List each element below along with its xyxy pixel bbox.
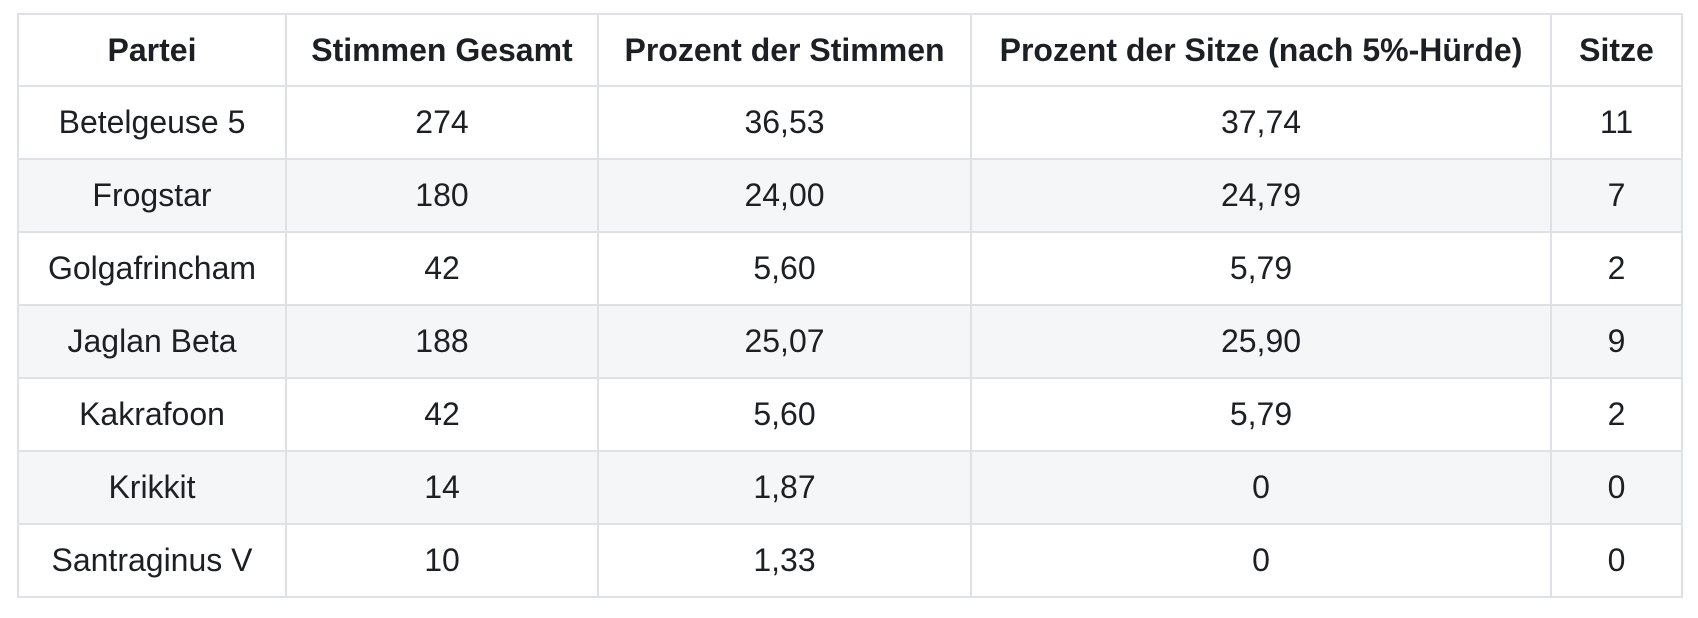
cell-seat-percent: 5,79 (970, 377, 1552, 452)
cell-seats: 0 (1550, 523, 1683, 598)
cell-votes: 42 (285, 231, 599, 306)
cell-seats: 7 (1550, 158, 1683, 233)
cell-votes: 180 (285, 158, 599, 233)
cell-vote-percent: 24,00 (597, 158, 972, 233)
cell-vote-percent: 5,60 (597, 377, 972, 452)
row-golgafrincham: Golgafrincham 42 5,60 5,79 2 (17, 231, 1683, 306)
cell-party: Jaglan Beta (17, 304, 287, 379)
row-santraginus-v: Santraginus V 10 1,33 0 0 (17, 523, 1683, 598)
column-header-prozent-der-stimmen: Prozent der Stimmen (597, 13, 972, 87)
cell-seat-percent: 25,90 (970, 304, 1552, 379)
cell-party: Kakrafoon (17, 377, 287, 452)
cell-vote-percent: 1,87 (597, 450, 972, 525)
column-header-partei: Partei (17, 13, 287, 87)
cell-party: Betelgeuse 5 (17, 85, 287, 160)
cell-votes: 42 (285, 377, 599, 452)
row-kakrafoon: Kakrafoon 42 5,60 5,79 2 (17, 377, 1683, 452)
cell-party: Golgafrincham (17, 231, 287, 306)
cell-votes: 14 (285, 450, 599, 525)
cell-seat-percent: 37,74 (970, 85, 1552, 160)
cell-vote-percent: 1,33 (597, 523, 972, 598)
cell-seats: 2 (1550, 231, 1683, 306)
cell-votes: 274 (285, 85, 599, 160)
cell-seat-percent: 0 (970, 523, 1552, 598)
cell-party: Frogstar (17, 158, 287, 233)
cell-seats: 0 (1550, 450, 1683, 525)
cell-seat-percent: 24,79 (970, 158, 1552, 233)
cell-votes: 10 (285, 523, 599, 598)
row-frogstar: Frogstar 180 24,00 24,79 7 (17, 158, 1683, 233)
column-header-stimmen-gesamt: Stimmen Gesamt (285, 13, 599, 87)
election-results-table-container: Partei Stimmen Gesamt Prozent der Stimme… (17, 13, 1683, 598)
header-row: Partei Stimmen Gesamt Prozent der Stimme… (17, 13, 1683, 87)
cell-votes: 188 (285, 304, 599, 379)
cell-seat-percent: 0 (970, 450, 1552, 525)
cell-vote-percent: 25,07 (597, 304, 972, 379)
cell-vote-percent: 36,53 (597, 85, 972, 160)
cell-seat-percent: 5,79 (970, 231, 1552, 306)
cell-seats: 9 (1550, 304, 1683, 379)
cell-seats: 11 (1550, 85, 1683, 160)
column-header-sitze: Sitze (1550, 13, 1683, 87)
cell-vote-percent: 5,60 (597, 231, 972, 306)
row-krikkit: Krikkit 14 1,87 0 0 (17, 450, 1683, 525)
column-header-prozent-der-sitze: Prozent der Sitze (nach 5%-Hürde) (970, 13, 1552, 87)
election-results-table: Partei Stimmen Gesamt Prozent der Stimme… (17, 13, 1683, 598)
cell-seats: 2 (1550, 377, 1683, 452)
cell-party: Krikkit (17, 450, 287, 525)
row-betelgeuse-5: Betelgeuse 5 274 36,53 37,74 11 (17, 85, 1683, 160)
row-jaglan-beta: Jaglan Beta 188 25,07 25,90 9 (17, 304, 1683, 379)
cell-party: Santraginus V (17, 523, 287, 598)
